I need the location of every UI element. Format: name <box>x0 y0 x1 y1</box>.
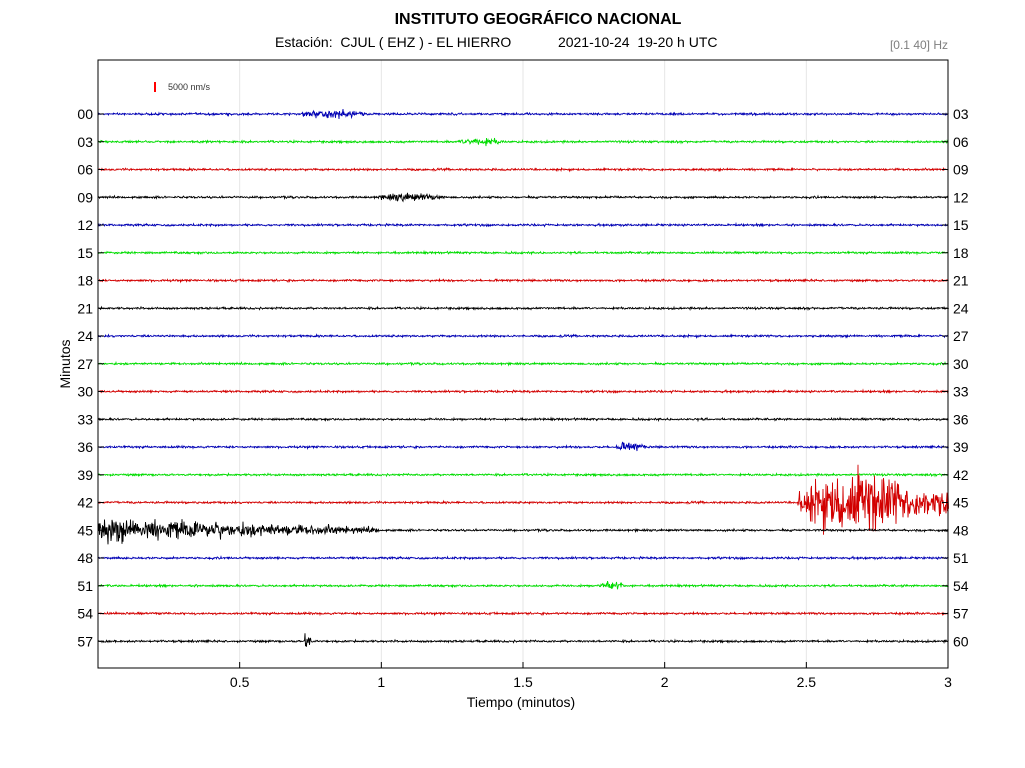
right-tick-label: 24 <box>953 300 969 316</box>
trace-15 <box>97 249 949 256</box>
left-tick-label: 45 <box>77 522 93 538</box>
left-tick-label: 51 <box>77 578 93 594</box>
left-tick-label: 12 <box>77 217 93 233</box>
trace-57 <box>97 633 949 647</box>
left-tick-label: 18 <box>77 273 93 289</box>
right-tick-label: 33 <box>953 384 969 400</box>
station-name: CJUL ( EHZ ) - EL HIERRO <box>340 34 512 50</box>
trace-24 <box>97 333 949 339</box>
trace-18 <box>97 277 949 284</box>
trace-42 <box>97 464 949 535</box>
left-tick-label: 21 <box>77 300 93 316</box>
right-tick-label: 21 <box>953 273 969 289</box>
trace-33 <box>97 416 949 423</box>
left-tick-label: 15 <box>77 245 93 261</box>
x-tick-label: 1.5 <box>513 674 533 690</box>
x-tick-label: 2 <box>661 674 669 690</box>
right-tick-label: 42 <box>953 467 969 483</box>
trace-39 <box>97 471 949 478</box>
left-tick-label: 27 <box>77 356 93 372</box>
right-tick-label: 27 <box>953 328 969 344</box>
right-tick-label: 03 <box>953 106 969 122</box>
right-tick-label: 54 <box>953 578 969 594</box>
filter-band: [0.1 40] Hz <box>889 38 948 52</box>
x-tick-label: 1 <box>377 674 385 690</box>
chart-date: 2021-10-24 <box>557 34 630 50</box>
trace-09 <box>97 192 949 203</box>
left-tick-label: 57 <box>77 633 93 649</box>
traces-group <box>97 108 949 647</box>
y-axis-label: Minutos <box>57 339 73 388</box>
right-tick-label: 60 <box>953 633 969 649</box>
x-tick-label: 2.5 <box>797 674 817 690</box>
trace-27 <box>97 360 949 367</box>
chart-subtitle: Estación: CJUL ( EHZ ) - EL HIERRO 2021-… <box>275 34 718 50</box>
x-tick-label: 0.5 <box>230 674 250 690</box>
left-tick-label: 30 <box>77 384 93 400</box>
left-tick-label: 42 <box>77 495 93 511</box>
right-tick-label: 45 <box>953 495 969 511</box>
x-tick-label: 3 <box>944 674 952 690</box>
left-tick-label: 00 <box>77 106 93 122</box>
trace-12 <box>97 221 949 228</box>
scale-bar-label: 5000 nm/s <box>168 82 211 92</box>
left-tick-label: 24 <box>77 328 93 344</box>
x-axis-label: Tiempo (minutos) <box>467 694 575 710</box>
chart-title: INSTITUTO GEOGRÁFICO NACIONAL <box>394 11 682 28</box>
right-tick-label: 51 <box>953 550 969 566</box>
left-tick-label: 54 <box>77 606 93 622</box>
left-tick-labels: 00 03 06 09 12 15 18 21 24 27 30 33 36 39 42 45 48 51 54 57 <box>77 106 104 649</box>
right-tick-label: 15 <box>953 217 969 233</box>
right-tick-label: 06 <box>953 134 969 150</box>
right-tick-label: 48 <box>953 522 969 538</box>
trace-45 <box>97 519 949 545</box>
trace-54 <box>97 610 949 617</box>
right-tick-label: 18 <box>953 245 969 261</box>
right-tick-label: 57 <box>953 606 969 622</box>
left-tick-label: 48 <box>77 550 93 566</box>
right-tick-label: 36 <box>953 411 969 427</box>
trace-03 <box>97 137 949 147</box>
right-tick-labels: 03 06 09 12 15 18 21 24 27 30 33 36 39 42 45 48 51 54 57 60 <box>942 106 969 649</box>
trace-36 <box>97 441 949 452</box>
trace-48 <box>97 555 949 561</box>
right-tick-label: 09 <box>953 162 969 178</box>
right-tick-label: 30 <box>953 356 969 372</box>
right-tick-label: 39 <box>953 439 969 455</box>
trace-51 <box>97 580 949 590</box>
station-label: Estación: <box>275 34 333 50</box>
chart-time-range: 19-20 h UTC <box>637 34 718 50</box>
left-tick-label: 06 <box>77 162 93 178</box>
right-tick-label: 12 <box>953 189 969 205</box>
trace-00 <box>97 108 949 120</box>
x-axis: 0.5 1 1.5 2 2.5 3 <box>230 662 952 690</box>
left-tick-label: 36 <box>77 439 93 455</box>
left-tick-label: 03 <box>77 134 93 150</box>
trace-21 <box>97 305 949 312</box>
left-tick-label: 09 <box>77 189 93 205</box>
left-tick-label: 33 <box>77 411 93 427</box>
trace-30 <box>97 388 949 395</box>
trace-06 <box>97 166 949 173</box>
left-tick-label: 39 <box>77 467 93 483</box>
